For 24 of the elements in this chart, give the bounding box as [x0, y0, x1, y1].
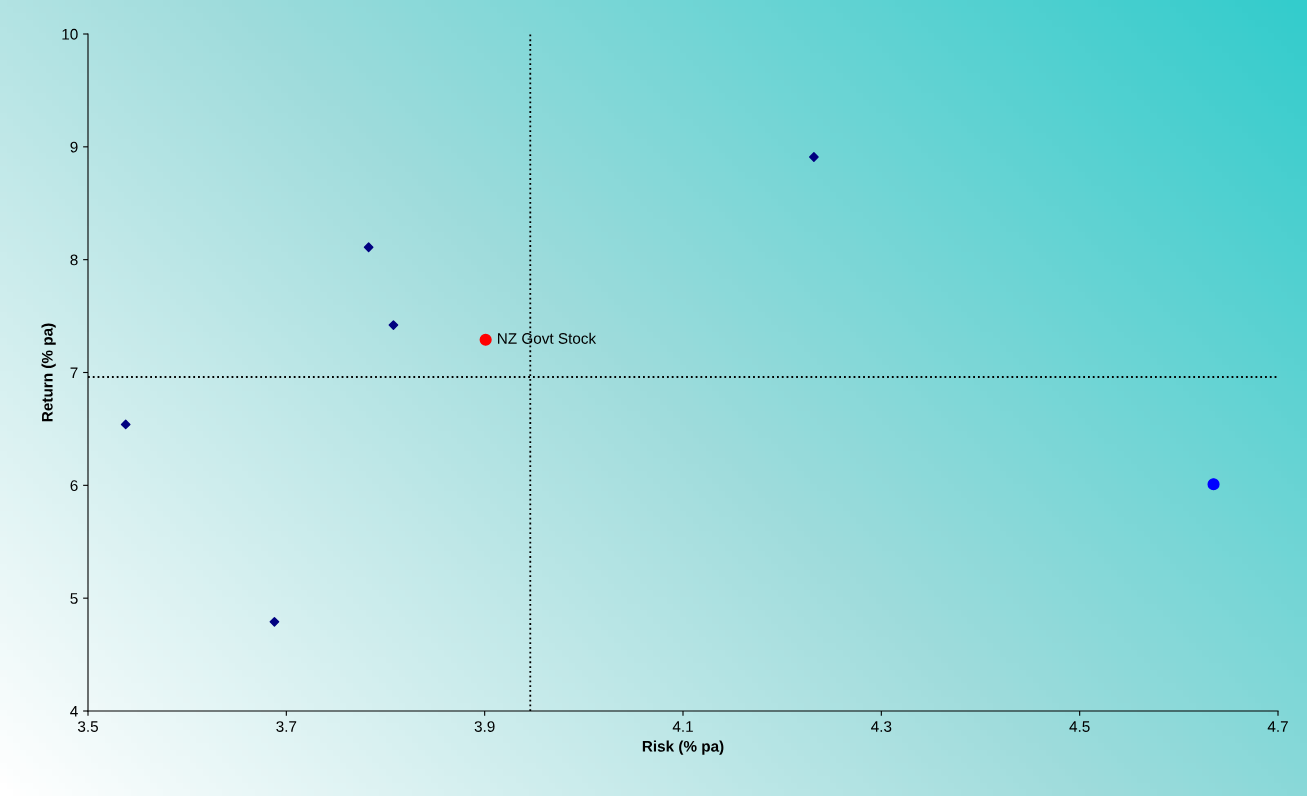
point: [388, 320, 399, 330]
point: [269, 616, 280, 627]
x-tick-label: 4.7: [1267, 721, 1288, 732]
point: [363, 242, 374, 253]
point: [809, 152, 819, 162]
x-tick-label: 4.5: [1069, 721, 1090, 732]
x-tick-label: 3.7: [276, 721, 297, 732]
y-axis-title: Return (% pa): [41, 323, 56, 422]
y-tick-label: 6: [70, 480, 78, 492]
series-label: NZ Govt Stock: [498, 332, 597, 344]
y-tick-label: 8: [70, 254, 78, 266]
y-tick-label: 10: [62, 28, 78, 40]
y-tick-label: 4: [70, 706, 78, 717]
x-tick-label: 4.1: [672, 721, 693, 732]
point: [120, 419, 131, 430]
y-tick-label: 7: [70, 367, 78, 379]
x-tick-label: 3.9: [474, 721, 495, 732]
x-tick-label: 3.5: [77, 721, 98, 732]
y-tick-label: 5: [70, 593, 78, 604]
x-axis-title: Risk (% pa): [642, 740, 724, 755]
x-tick-label: 4.3: [871, 721, 892, 732]
point: [1207, 478, 1220, 491]
point: [479, 333, 492, 346]
y-tick-label: 9: [70, 141, 78, 153]
